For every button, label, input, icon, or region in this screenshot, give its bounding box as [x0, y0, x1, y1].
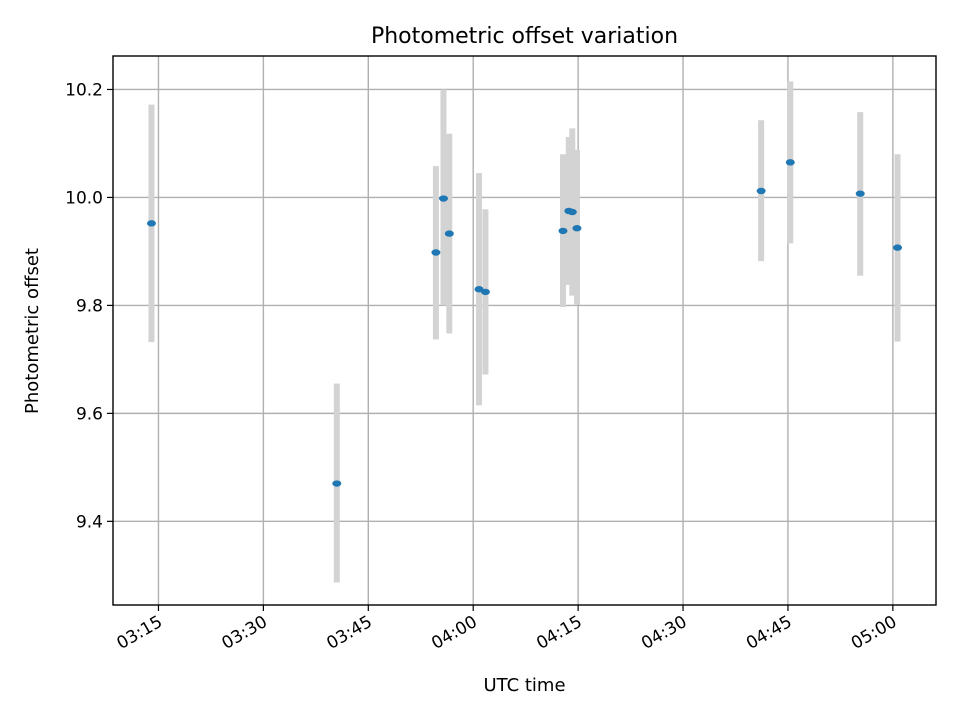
data-point	[431, 249, 441, 256]
x-tick-label: 03:15	[114, 612, 166, 654]
x-tick-label: 04:15	[533, 612, 585, 654]
data-point	[855, 190, 865, 197]
y-tick-label: 9.6	[76, 404, 103, 424]
y-tick-label: 9.4	[76, 512, 103, 532]
data-point	[332, 480, 342, 487]
data-point	[558, 227, 568, 235]
data-point	[893, 244, 903, 251]
y-tick-label: 10.0	[65, 188, 103, 208]
plot-frame	[112, 55, 937, 606]
data-point	[572, 225, 582, 232]
x-axis-label: UTC time	[483, 675, 565, 696]
grid-lines	[113, 56, 936, 605]
y-tick-label: 9.8	[76, 296, 103, 316]
x-tick-label: 04:30	[638, 612, 690, 654]
data-point	[785, 159, 795, 166]
data-point	[567, 208, 577, 216]
data-point	[146, 220, 156, 227]
x-tick-label: 03:30	[218, 612, 270, 654]
data-point	[444, 230, 454, 237]
x-tick-label: 04:45	[743, 612, 795, 654]
data-points	[146, 159, 903, 487]
y-tick-label: 10.2	[65, 80, 103, 100]
data-point	[438, 195, 448, 202]
x-tick-label: 04:00	[428, 612, 480, 654]
x-tick-label: 05:00	[848, 612, 900, 654]
data-point	[480, 288, 490, 296]
chart-title: Photometric offset variation	[371, 24, 678, 49]
x-tick-label: 03:45	[323, 612, 375, 654]
y-axis-label: Photometric offset	[22, 248, 43, 414]
data-point	[756, 187, 766, 195]
